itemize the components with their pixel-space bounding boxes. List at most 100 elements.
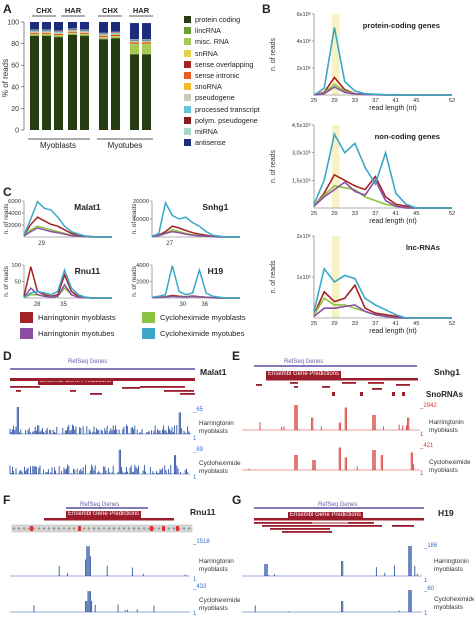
chart-title: non-coding genes: [375, 132, 440, 141]
legend-swatch: [184, 16, 191, 23]
bar-segment: [99, 34, 108, 36]
x-tick-label: 29: [331, 98, 337, 104]
x-tick-label: 29: [331, 321, 337, 327]
bar-segment: [99, 37, 108, 38]
genome-browser-tracks: [9, 368, 195, 475]
track1-max: _2942: [420, 403, 437, 409]
bar-segment: [42, 30, 51, 32]
bar-segment: [142, 43, 151, 45]
bar-segment: [99, 36, 108, 37]
x-tick-label: 35: [60, 302, 67, 308]
repeat-element: [62, 527, 66, 530]
refseq-label: RefSeq Genes: [80, 502, 120, 508]
bar-segment: [130, 41, 139, 43]
panel-e: RefSeq Genes Snhg1 Ensembl Gene Predicti…: [232, 350, 474, 492]
bar-segment: [142, 41, 151, 43]
bar-segment: [99, 32, 108, 34]
repeat-element: [182, 527, 186, 530]
gene-title: Snhg1: [434, 367, 460, 377]
legend-swatch: [184, 60, 191, 68]
panel-d: RefSeq Genes Malat1 Ensembl Gene Predict…: [0, 350, 241, 492]
bar-segment: [111, 35, 120, 37]
legend-item: miRNA: [184, 126, 218, 137]
bar-segment: [130, 40, 139, 42]
legend-swatch: [20, 312, 33, 323]
track1-label: Harringtonin myoblasts: [429, 419, 464, 434]
bar-segment: [30, 33, 39, 35]
track1-min: 1: [193, 577, 196, 583]
bar-segment: [42, 31, 51, 33]
bar-segment: [30, 29, 39, 31]
ensembl-transcript: [402, 378, 414, 380]
series-line: [313, 27, 452, 96]
repeat-element: [47, 527, 51, 530]
panel-label-a: A: [3, 2, 12, 16]
track1-label: Harringtonin myoblasts: [199, 420, 234, 435]
refseq-label: RefSeq Genes: [68, 359, 108, 365]
repeat-element: [52, 527, 56, 530]
bar-segment: [130, 39, 139, 40]
y-tick-label: 2000: [8, 223, 21, 229]
repeat-element: [187, 527, 191, 530]
track2-label: Cycloheximide myoblasts: [199, 460, 241, 475]
bar-segment: [42, 30, 51, 31]
repeat-highlight: [150, 526, 153, 531]
bar-segment: [99, 35, 108, 37]
repeat-element: [92, 527, 96, 530]
bar-segment: [130, 39, 139, 41]
panel-f: RefSeq Genes Rnu11 Ensembl Gene Predicti…: [0, 494, 241, 618]
bar-segment: [111, 32, 120, 33]
legend-label: miRNA: [195, 127, 218, 136]
ensembl-transcript: [342, 382, 356, 384]
bar-segment: [142, 23, 151, 40]
bar-segment: [99, 22, 108, 33]
ensembl-transcript: [262, 525, 352, 527]
repeat-element: [112, 527, 116, 530]
cell-label: Myotubes: [108, 141, 143, 150]
repeat-element: [97, 527, 101, 530]
bar-segment: [68, 28, 77, 30]
stacked-bar-chart: 100 80 60 40 20 0 % of reads CHX HAR CHX HAR Myobla…: [1, 6, 153, 150]
ensembl-transcript: [70, 390, 76, 392]
bar-segment: [54, 35, 63, 37]
bar-segment: [111, 34, 120, 35]
track1-max-value: 2942: [423, 403, 437, 409]
bar-segment: [111, 36, 120, 38]
legend-item-cycloheximide-myoblasts: Cycloheximide myoblasts: [142, 312, 246, 323]
bar-segment: [80, 22, 89, 30]
track2-min: 1: [193, 611, 196, 617]
repeat-element: [157, 527, 161, 530]
y-axis-label: n. of reads: [131, 203, 138, 234]
bar-segment: [42, 29, 51, 31]
legend-swatch: [20, 328, 33, 339]
track1-label: Harringtonin myoblasts: [434, 558, 469, 573]
track2-min-value: 1: [424, 611, 428, 617]
refseq-label: RefSeq Genes: [318, 502, 358, 508]
cell-label: Myoblasts: [40, 141, 76, 150]
bar-segment: [80, 29, 89, 31]
legend-swatch: [184, 128, 191, 135]
legend-swatch: [184, 38, 191, 46]
legend-item: polym. pseudogene: [184, 115, 258, 126]
bar-segment: [111, 37, 120, 39]
bar-segment: [111, 32, 120, 34]
y-tick-label: 4000: [136, 263, 149, 269]
bar-segment: [142, 53, 151, 55]
ensembl-transcript: [10, 386, 40, 388]
x-tick-label: 41: [393, 211, 399, 217]
series-line: [313, 266, 452, 319]
legend-item-harringtonin-myotubes: Harringtonin myotubes: [20, 328, 114, 339]
legend-item: misc. RNA: [184, 36, 229, 47]
group-label: CHX: [36, 6, 52, 15]
legend-item: snRNA: [184, 48, 218, 59]
track2-label: Cycloheximide myoblasts: [429, 459, 471, 474]
repeat-highlight: [30, 526, 33, 531]
legend-label: antisense: [195, 138, 226, 148]
bar-segment: [80, 34, 89, 36]
x-tick-label: 37: [372, 211, 378, 217]
highlight-band: [331, 236, 340, 318]
track2-label: Cycloheximide myoblasts: [199, 597, 241, 612]
bar-segment: [30, 36, 39, 130]
bar-segment: [142, 39, 151, 41]
track1-min: 1: [424, 578, 427, 584]
